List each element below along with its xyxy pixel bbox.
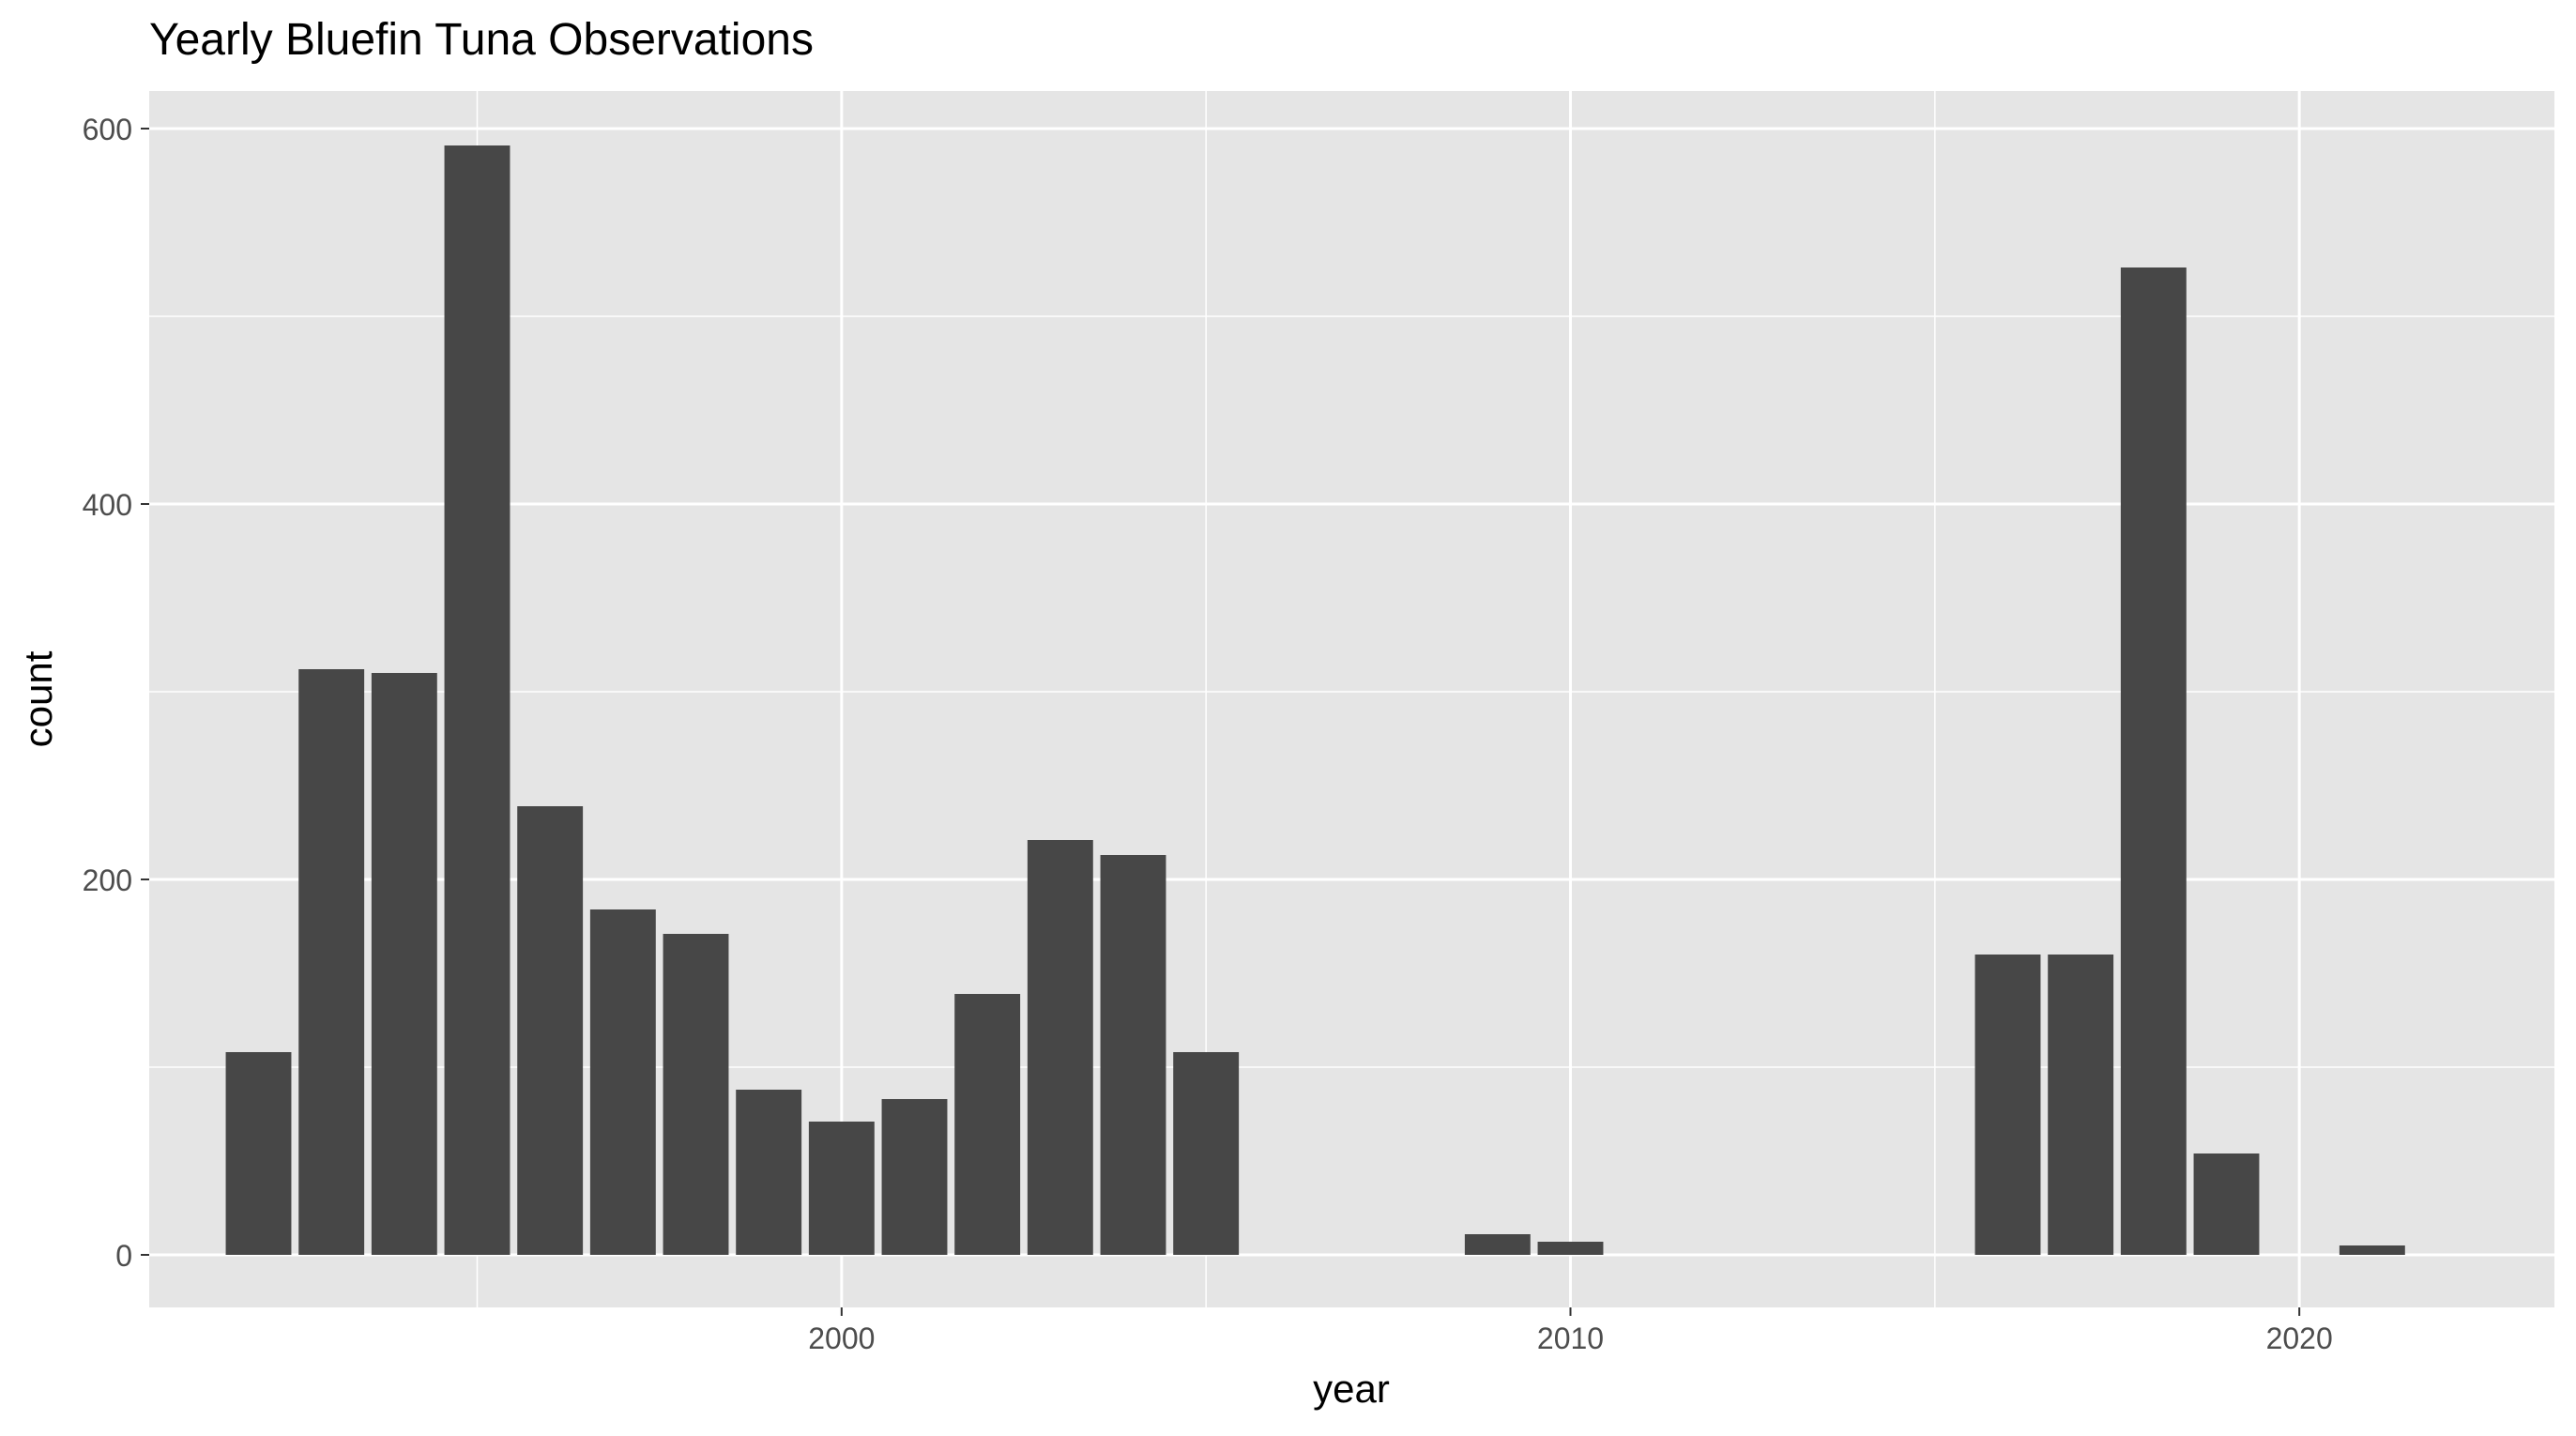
bar <box>1537 1242 1604 1255</box>
bar <box>225 1052 292 1255</box>
bar <box>1464 1234 1531 1255</box>
bar <box>808 1122 875 1255</box>
bar <box>736 1090 802 1255</box>
x-tick-label: 2000 <box>808 1321 875 1355</box>
bar <box>517 806 584 1255</box>
x-tick-label: 2010 <box>1537 1321 1604 1355</box>
y-tick-label: 0 <box>115 1239 132 1273</box>
bar <box>2048 955 2114 1255</box>
bar <box>1173 1052 1240 1255</box>
bar <box>2339 1245 2405 1255</box>
y-axis-label: count <box>16 650 60 747</box>
chart-title: Yearly Bluefin Tuna Observations <box>149 15 814 65</box>
bars <box>225 145 2405 1255</box>
y-tick-label: 400 <box>83 488 132 522</box>
bar <box>589 909 656 1255</box>
x-tick-label: 2020 <box>2266 1321 2333 1355</box>
y-tick-label: 200 <box>83 863 132 897</box>
bar <box>444 145 511 1255</box>
bar <box>2120 267 2187 1255</box>
bar <box>1027 840 1093 1255</box>
bar <box>1100 855 1166 1255</box>
bar <box>954 994 1021 1255</box>
bar <box>663 934 729 1255</box>
y-tick-label: 600 <box>83 113 132 146</box>
bar <box>1974 955 2041 1255</box>
y-axis: 0 200 400 600 <box>83 113 149 1273</box>
bar <box>881 1099 948 1255</box>
x-axis-label: year <box>1313 1367 1390 1411</box>
x-axis: 2000 2010 2020 <box>808 1307 2333 1355</box>
bar <box>298 669 365 1255</box>
bar <box>371 673 437 1255</box>
bar <box>2193 1153 2260 1255</box>
